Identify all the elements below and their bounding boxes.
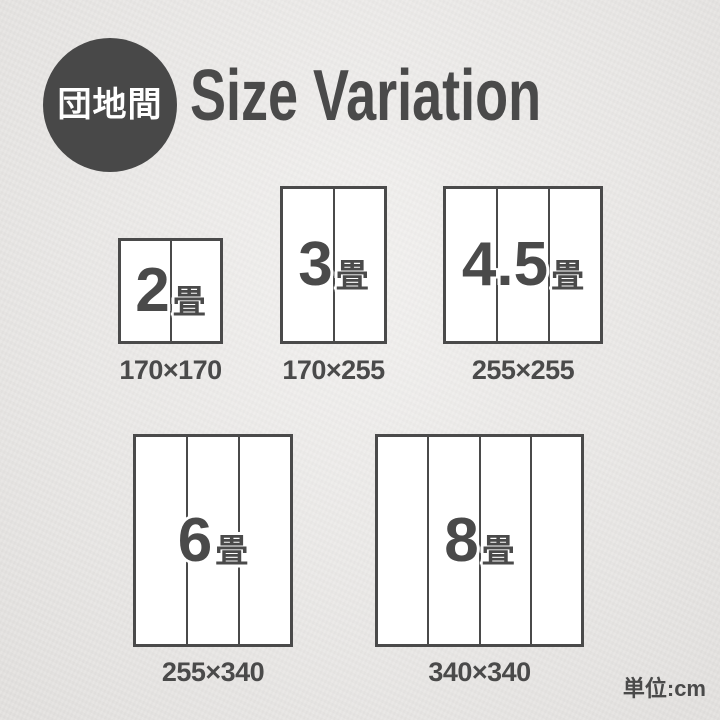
tatami-panel: [136, 437, 186, 644]
tatami-panel: [478, 437, 530, 644]
tatami-panel: [169, 241, 221, 341]
tatami-panel: [496, 189, 548, 341]
size-card-2jo: 2 畳: [118, 238, 223, 344]
size-card-6jo: 6 畳: [133, 434, 293, 647]
size-dimensions: 170×255: [282, 355, 385, 385]
badge-label: 団地間: [57, 86, 163, 124]
tatami-panel: [332, 189, 385, 341]
size-dimensions: 255×255: [471, 355, 575, 385]
tatami-panels: [121, 241, 220, 341]
tatami-panel: [378, 437, 427, 644]
tatami-panels: [378, 437, 581, 644]
tatami-panel: [446, 189, 496, 341]
size-dimensions: 340×340: [428, 657, 531, 687]
tatami-panel: [186, 437, 238, 644]
tatami-panel: [283, 189, 333, 341]
tatami-panel: [427, 437, 478, 644]
page-title: Size Variation: [190, 56, 542, 136]
tatami-panel: [238, 437, 290, 644]
size-card-4-5jo: 4.5 畳: [443, 186, 603, 344]
tatami-panel: [548, 189, 600, 341]
size-card-8jo: 8 畳: [375, 434, 584, 647]
tatami-panels: [283, 189, 384, 341]
tatami-panels: [136, 437, 290, 644]
tatami-panel: [121, 241, 170, 341]
size-dimensions: 170×170: [119, 355, 222, 385]
tatami-panel: [529, 437, 581, 644]
size-card-3jo: 3 畳: [280, 186, 387, 344]
size-dimensions: 255×340: [161, 657, 265, 687]
unit-note: 単位:cm: [622, 676, 706, 701]
tatami-panels: [446, 189, 600, 341]
tatami-standard-badge: 団地間: [43, 38, 177, 172]
